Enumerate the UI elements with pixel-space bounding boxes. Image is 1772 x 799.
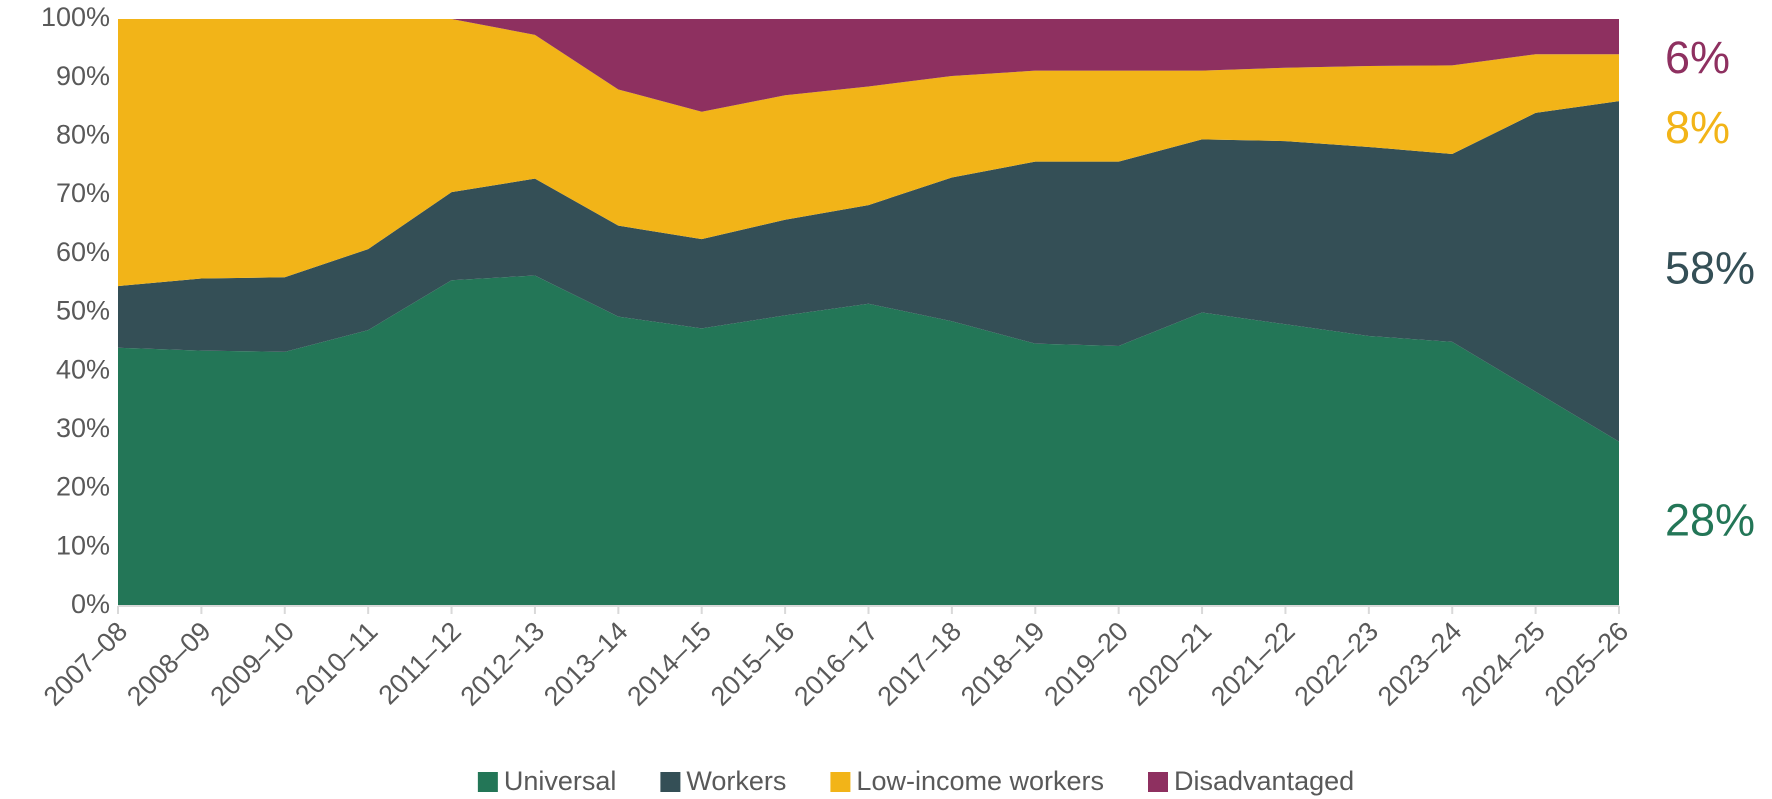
x-tick-label: 2016–17 bbox=[788, 616, 884, 712]
x-tick-label: 2008–09 bbox=[121, 616, 217, 712]
x-tick-label: 2023–24 bbox=[1372, 616, 1468, 712]
y-tick-label: 80% bbox=[56, 120, 110, 150]
area bbox=[118, 19, 1619, 287]
x-tick-label: 2018–19 bbox=[955, 616, 1051, 712]
y-tick-label: 40% bbox=[56, 354, 110, 384]
x-tick-label: 2021–22 bbox=[1205, 616, 1301, 712]
end-label: 8% bbox=[1665, 102, 1730, 153]
y-tick-label: 0% bbox=[71, 589, 110, 619]
y-tick-label: 20% bbox=[56, 472, 110, 502]
x-tick-label: 2012–13 bbox=[455, 616, 551, 712]
y-tick-label: 90% bbox=[56, 61, 110, 91]
y-tick-label: 60% bbox=[56, 237, 110, 267]
area bbox=[118, 101, 1619, 442]
end-label: 28% bbox=[1665, 495, 1755, 546]
y-tick-label: 100% bbox=[41, 2, 110, 32]
y-tick-label: 30% bbox=[56, 413, 110, 443]
x-tick-label: 2024–25 bbox=[1455, 616, 1551, 712]
y-tick-label: 50% bbox=[56, 296, 110, 326]
x-tick-label: 2025–26 bbox=[1539, 616, 1635, 712]
legend-label: Disadvantaged bbox=[1174, 766, 1354, 796]
x-tick-label: 2020–21 bbox=[1122, 616, 1218, 712]
legend-label: Low-income workers bbox=[856, 766, 1104, 796]
x-tick-label: 2009–10 bbox=[205, 616, 301, 712]
x-tick-label: 2019–20 bbox=[1038, 616, 1134, 712]
x-tick-label: 2011–12 bbox=[373, 616, 467, 710]
x-tick-label: 2007–08 bbox=[38, 616, 134, 712]
x-tick-label: 2022–23 bbox=[1289, 616, 1385, 712]
y-tick-label: 70% bbox=[56, 178, 110, 208]
legend-label: Universal bbox=[504, 766, 617, 796]
x-tick-label: 2014–15 bbox=[621, 616, 717, 712]
area bbox=[118, 19, 1619, 112]
legend-swatch bbox=[1148, 772, 1168, 792]
area bbox=[118, 275, 1619, 606]
x-tick-label: 2017–18 bbox=[872, 616, 968, 712]
end-label: 58% bbox=[1665, 242, 1755, 293]
legend-label: Workers bbox=[686, 766, 786, 796]
x-tick-label: 2010–11 bbox=[289, 616, 383, 710]
y-tick-label: 10% bbox=[56, 530, 110, 560]
legend-swatch bbox=[830, 772, 851, 792]
legend: Universal Workers Low-income workers Disadv… bbox=[477, 766, 1354, 796]
legend-swatch bbox=[660, 772, 681, 792]
x-tick-label: 2013–14 bbox=[538, 616, 634, 712]
x-tick-label: 2015–16 bbox=[705, 616, 801, 712]
legend-swatch bbox=[477, 772, 498, 792]
end-label: 6% bbox=[1665, 32, 1730, 83]
